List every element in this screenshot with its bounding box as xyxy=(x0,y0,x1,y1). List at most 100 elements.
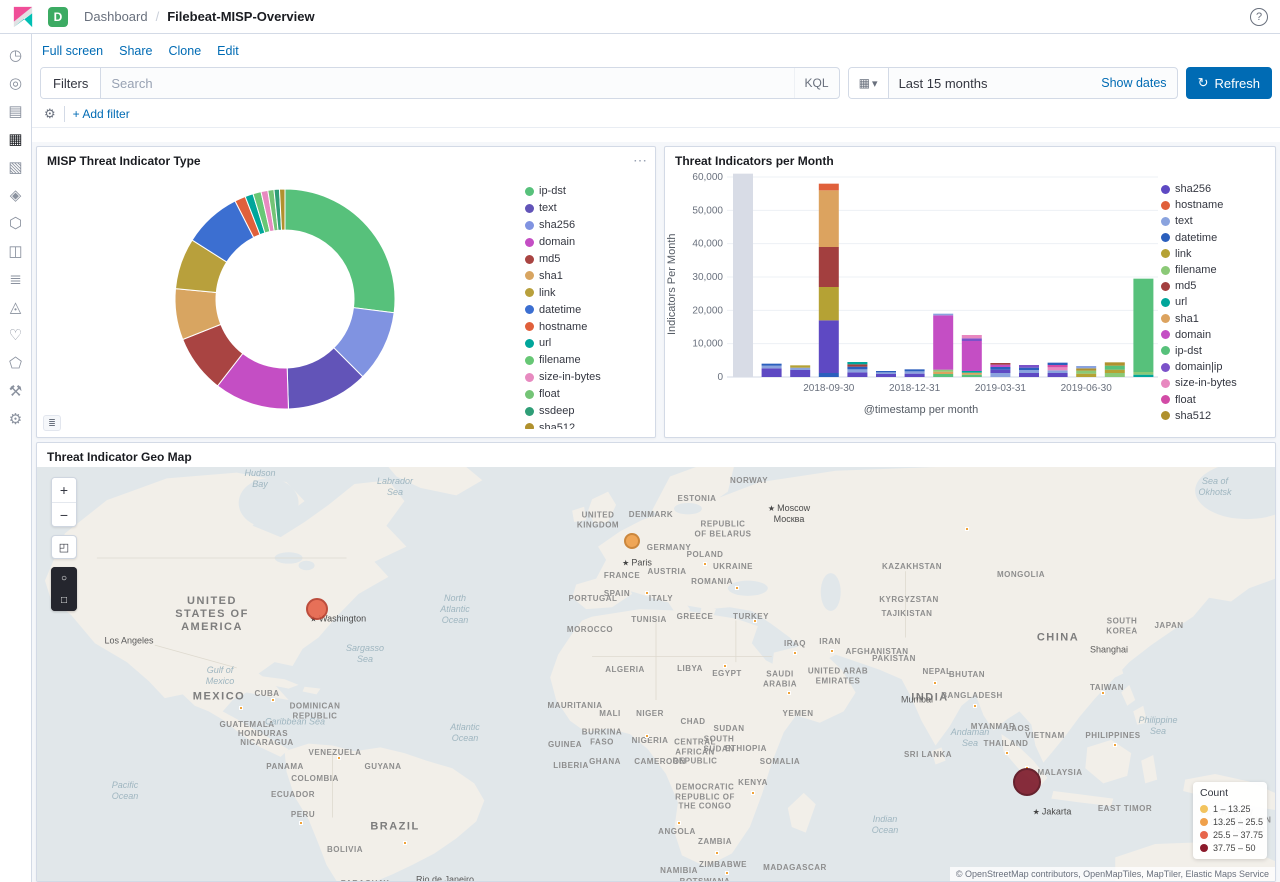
bar-segment-2019-03-31-sha256[interactable] xyxy=(990,369,1011,373)
bar-legend-item-hostname[interactable]: hostname xyxy=(1161,197,1273,213)
draw-rectangle-icon[interactable]: □ xyxy=(51,589,77,611)
bar-segment-2019-02-28-url[interactable] xyxy=(961,371,982,373)
bar-segment-2018-12-31-sha256[interactable] xyxy=(904,373,925,377)
bar-segment-2019-01-31-domain[interactable] xyxy=(933,315,954,370)
uptime-icon[interactable]: ♡ xyxy=(8,327,23,344)
bar-segment-2019-04-30-sha256[interactable] xyxy=(1019,373,1039,377)
bar-segment-2018-09-30-sha256[interactable] xyxy=(818,320,839,373)
bar-segment-2019-03-31-md5[interactable] xyxy=(990,363,1011,365)
zoom-out-icon[interactable]: − xyxy=(52,502,76,526)
apm-icon[interactable]: ◬ xyxy=(9,299,22,316)
pie-legend-item-filename[interactable]: filename xyxy=(525,352,641,369)
bar-segment-2019-07-31-sha512[interactable] xyxy=(1104,362,1125,366)
refresh-button[interactable]: ↻ Refresh xyxy=(1185,67,1272,99)
breadcrumb-dashboard[interactable]: Dashboard xyxy=(84,9,148,24)
bar-segment-2019-07-31-ip-dst[interactable] xyxy=(1104,365,1125,370)
fit-bounds-icon[interactable]: ◰ xyxy=(51,535,77,559)
bar-segment-2018-08-31-sha256[interactable] xyxy=(790,370,811,377)
geo-point-germany[interactable] xyxy=(624,533,640,549)
maps-icon[interactable]: ◈ xyxy=(9,187,22,204)
pie-legend-item-md5[interactable]: md5 xyxy=(525,251,641,268)
toolbar-link-share[interactable]: Share xyxy=(119,44,153,58)
pie-legend-item-sha1[interactable]: sha1 xyxy=(525,267,641,284)
pie-legend-item-sha256[interactable]: sha256 xyxy=(525,217,641,234)
saved-query-gear-icon[interactable]: ⚙ xyxy=(44,105,56,121)
pie-legend-item-hostname[interactable]: hostname xyxy=(525,318,641,335)
bar-segment-2019-02-28-domain[interactable] xyxy=(961,341,982,371)
toolbar-link-edit[interactable]: Edit xyxy=(217,44,239,58)
bar-segment-2019-08-31-ip-dst[interactable] xyxy=(1133,278,1154,372)
bar-segment-2018-07-31-datetime[interactable] xyxy=(761,363,782,366)
siem-icon[interactable]: ⬠ xyxy=(8,355,23,372)
pie-legend-item-ip-dst[interactable]: ip-dst xyxy=(525,183,641,200)
bar-segment-2018-10-31-datetime[interactable] xyxy=(847,366,868,370)
bar-segment-2019-02-28-ip-dst[interactable] xyxy=(961,374,982,377)
bar-legend-item-link[interactable]: link xyxy=(1161,246,1273,262)
bar-segment-2019-01-31-filename[interactable] xyxy=(933,369,954,372)
visualize-icon[interactable]: ▤ xyxy=(8,103,23,120)
kql-selector[interactable]: KQL xyxy=(793,68,839,98)
bar-segment-2019-01-31-sha1[interactable] xyxy=(933,371,954,374)
bar-legend-item-domain-ip[interactable]: domain|ip xyxy=(1161,359,1273,375)
bar-legend-item-text[interactable]: text xyxy=(1161,213,1273,229)
bar-segment-2018-11-30-datetime[interactable] xyxy=(876,371,896,373)
geo-point-washington-dc[interactable] xyxy=(306,598,328,620)
bar-segment-2019-07-31-filename[interactable] xyxy=(1104,373,1125,377)
pie-slice-sha512[interactable] xyxy=(278,188,286,231)
bar-segment-2019-02-28-domain-ip[interactable] xyxy=(961,338,982,341)
bar-segment-2019-06-30-sha512[interactable] xyxy=(1076,368,1097,371)
bar-segment-2018-11-30-text[interactable] xyxy=(876,372,896,374)
management-icon[interactable]: ⚙ xyxy=(8,411,23,428)
bar-segment-2018-10-31-sha256[interactable] xyxy=(847,372,868,377)
bar-legend-item-datetime[interactable]: datetime xyxy=(1161,230,1273,246)
bar-segment-2019-05-31-float[interactable] xyxy=(1047,365,1068,368)
pie-legend-item-datetime[interactable]: datetime xyxy=(525,301,641,318)
pie-legend-item-link[interactable]: link xyxy=(525,284,641,301)
bar-segment-2018-12-31-datetime[interactable] xyxy=(904,369,925,372)
bar-legend-item-ip-dst[interactable]: ip-dst xyxy=(1161,343,1273,359)
bar-segment-2018-10-31-url[interactable] xyxy=(847,362,868,365)
recently-viewed-icon[interactable]: ◷ xyxy=(8,47,23,64)
bar-segment-2019-02-28-size-in-bytes[interactable] xyxy=(961,335,982,339)
pie-legend-item-sha512[interactable]: sha512 xyxy=(525,419,641,429)
bar-legend-item-sha512[interactable]: sha512 xyxy=(1161,408,1273,424)
bar-segment-2019-03-31-datetime[interactable] xyxy=(990,367,1011,370)
bar-segment-2018-06-30-incomplete-bucket[interactable] xyxy=(733,173,753,377)
help-icon[interactable]: ? xyxy=(1250,7,1268,26)
show-dates-link[interactable]: Show dates xyxy=(1101,76,1167,90)
bar-segment-2019-05-31-datetime[interactable] xyxy=(1047,362,1068,365)
bar-segment-2018-09-30-datetime[interactable] xyxy=(818,373,839,377)
bar-legend-item-url[interactable]: url xyxy=(1161,294,1273,310)
geo-point-sumatra-malaysia[interactable] xyxy=(1013,768,1041,796)
bar-segment-2019-07-31-link[interactable] xyxy=(1104,369,1125,373)
toolbar-link-full-screen[interactable]: Full screen xyxy=(42,44,104,58)
bar-segment-2018-12-31-text[interactable] xyxy=(904,371,925,374)
pie-legend-item-url[interactable]: url xyxy=(525,335,641,352)
pie-legend-item-size-in-bytes[interactable]: size-in-bytes xyxy=(525,369,641,386)
discover-icon[interactable]: ◎ xyxy=(8,75,23,92)
bar-segment-2019-06-30-link[interactable] xyxy=(1076,373,1097,377)
zoom-in-icon[interactable]: + xyxy=(52,478,76,502)
pie-legend-item-text[interactable]: text xyxy=(525,200,641,217)
bar-segment-2019-04-30-text[interactable] xyxy=(1019,370,1039,373)
panel-menu-icon[interactable]: ⋯ xyxy=(633,152,647,168)
bar-legend-item-size-in-bytes[interactable]: size-in-bytes xyxy=(1161,375,1273,391)
bar-segment-2019-01-31-text[interactable] xyxy=(933,313,954,316)
dev-tools-icon[interactable]: ⚒ xyxy=(8,383,23,400)
logs-icon[interactable]: ≣ xyxy=(9,271,22,288)
filters-button[interactable]: Filters xyxy=(41,68,102,98)
bar-segment-2018-07-31-text[interactable] xyxy=(761,365,782,369)
machine-learning-icon[interactable]: ⬡ xyxy=(8,215,23,232)
bar-segment-2019-03-31-domain[interactable] xyxy=(990,364,1011,367)
pie-slice-ip-dst[interactable] xyxy=(284,188,396,314)
bar-segment-2018-07-31-sha256[interactable] xyxy=(761,368,782,377)
pie-legend-item-ssdeep[interactable]: ssdeep xyxy=(525,403,641,420)
bar-segment-2018-10-31-text[interactable] xyxy=(847,369,868,373)
bar-legend-item-domain[interactable]: domain xyxy=(1161,327,1273,343)
bar-segment-2018-09-30-sha1[interactable] xyxy=(818,190,839,247)
bar-segment-2018-09-30-link[interactable] xyxy=(818,287,839,321)
bar-segment-2018-08-31-text[interactable] xyxy=(790,367,811,370)
time-range-display[interactable]: Last 15 months xyxy=(898,75,988,91)
calendar-icon[interactable]: ▦ ▾ xyxy=(848,68,889,98)
pie-legend-item-domain[interactable]: domain xyxy=(525,234,641,251)
